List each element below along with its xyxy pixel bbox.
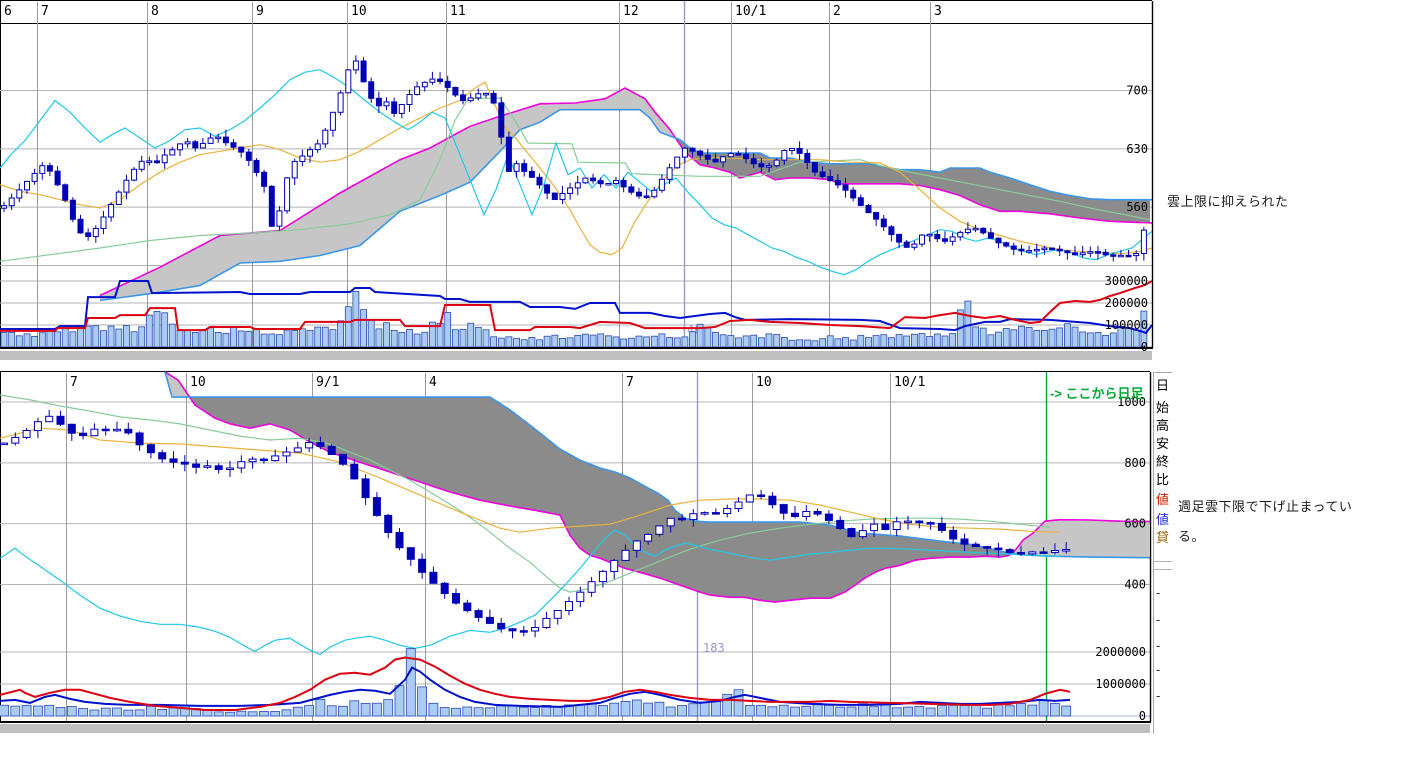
panel-field-0: 日 — [1156, 379, 1170, 393]
margin-sell-line — [0, 280, 1153, 332]
panel-field-3: 安 — [1156, 437, 1170, 451]
panel-field-4: 終 — [1156, 455, 1170, 469]
bar-count-label: 183 — [703, 641, 725, 655]
panel-field-2: 高 — [1156, 419, 1170, 433]
svg-text:600: 600 — [1124, 517, 1146, 531]
panel-empty-value-1: - — [1156, 613, 1161, 627]
senkou-span-b — [99, 108, 1152, 302]
conversion-line — [0, 529, 1061, 656]
svg-text:3: 3 — [934, 4, 942, 19]
margin-buy-line — [0, 666, 1071, 708]
quote-data-panel: 日始高安終比値値貸----- — [1153, 372, 1172, 734]
senkou-span-b — [164, 371, 1151, 559]
svg-text:10: 10 — [351, 4, 367, 19]
panel-separator — [1154, 561, 1172, 562]
svg-text:8: 8 — [151, 4, 159, 19]
svg-text:700: 700 — [1126, 84, 1148, 98]
svg-text:100000: 100000 — [1105, 318, 1148, 332]
svg-text:2: 2 — [833, 4, 841, 19]
ichimoku-cloud — [164, 371, 1151, 603]
daily-from-here-annotation: -> ここから日足 — [1050, 386, 1144, 401]
panel-field-8: 貸 — [1156, 531, 1170, 545]
horizontal-gridlines — [0, 401, 1150, 717]
daily-cloud-annotation: 雲上限に抑えられた — [1167, 194, 1289, 209]
svg-text:7: 7 — [41, 4, 49, 19]
base-line — [0, 81, 1153, 256]
panel-field-1: 始 — [1156, 401, 1170, 415]
panel-empty-value-0: - — [1156, 586, 1161, 600]
panel-field-6: 値 — [1156, 493, 1170, 507]
svg-text:6: 6 — [4, 4, 12, 19]
svg-text:10: 10 — [756, 375, 772, 390]
right-price-axis: 7006305603000002000001000000 — [1105, 1, 1154, 354]
weekly-cloud-annotation-line2: る。 — [1178, 529, 1206, 544]
x-axis-month-labels: 7 10 9/1 4 7 10 10/1 — [70, 375, 925, 390]
weekly-chart-scrollbar[interactable] — [0, 724, 1150, 733]
svg-text:4: 4 — [429, 375, 437, 390]
svg-text:2000000: 2000000 — [1095, 645, 1146, 659]
svg-text:9/1: 9/1 — [316, 375, 339, 390]
svg-text:10: 10 — [190, 375, 206, 390]
candlesticks — [1, 55, 1147, 262]
panel-field-5: 比 — [1156, 473, 1170, 487]
svg-text:12: 12 — [623, 4, 639, 19]
svg-text:7: 7 — [70, 375, 78, 390]
volume-bars — [0, 291, 1148, 348]
daily-chart-scrollbar[interactable] — [0, 351, 1152, 360]
svg-text:10/1: 10/1 — [735, 4, 766, 19]
panel-separator — [1154, 569, 1172, 570]
svg-text:10/1: 10/1 — [894, 375, 925, 390]
panel-field-7: 値 — [1156, 513, 1170, 527]
svg-text:400: 400 — [1124, 578, 1146, 592]
weekly-chart[interactable]: 7 10 9/1 4 7 10 10/118310008006004002000000100… — [0, 371, 1152, 723]
right-price-axis: 1000 800 600 400 2000000 1000000 0 — [1095, 372, 1152, 723]
svg-text:7: 7 — [626, 375, 634, 390]
svg-text:560: 560 — [1126, 200, 1148, 214]
svg-text:200000: 200000 — [1105, 296, 1148, 310]
lagging-span — [0, 97, 1151, 262]
svg-text:800: 800 — [1124, 456, 1146, 470]
margin-sell-line — [0, 656, 1071, 711]
candlesticks — [0, 409, 1071, 639]
ichimoku-cloud — [99, 87, 1153, 302]
svg-text:0: 0 — [1139, 709, 1146, 723]
volume-bars — [0, 648, 1072, 717]
weekly-cloud-annotation-line1: 週足雲下限で下げ止まってい — [1178, 499, 1353, 514]
panel-empty-value-4: - — [1156, 689, 1161, 703]
margin-buy-line — [0, 280, 1153, 335]
x-axis-month-labels: 6 7 8 9 10 11 12 10/1 2 3 — [4, 4, 942, 19]
svg-text:1000000: 1000000 — [1095, 677, 1146, 691]
panel-empty-value-3: - — [1156, 663, 1161, 677]
svg-text:630: 630 — [1126, 142, 1148, 156]
svg-text:9: 9 — [256, 4, 264, 19]
panel-empty-value-2: - — [1156, 639, 1161, 653]
svg-text:300000: 300000 — [1105, 274, 1148, 288]
svg-text:1000: 1000 — [1117, 395, 1146, 409]
daily-chart[interactable]: 6 7 8 9 10 11 12 10/1 2 3467006305603000002000001… — [0, 0, 1154, 354]
svg-text:11: 11 — [450, 4, 466, 19]
conversion-line — [0, 69, 1153, 276]
senkou-span-a — [99, 87, 1153, 297]
